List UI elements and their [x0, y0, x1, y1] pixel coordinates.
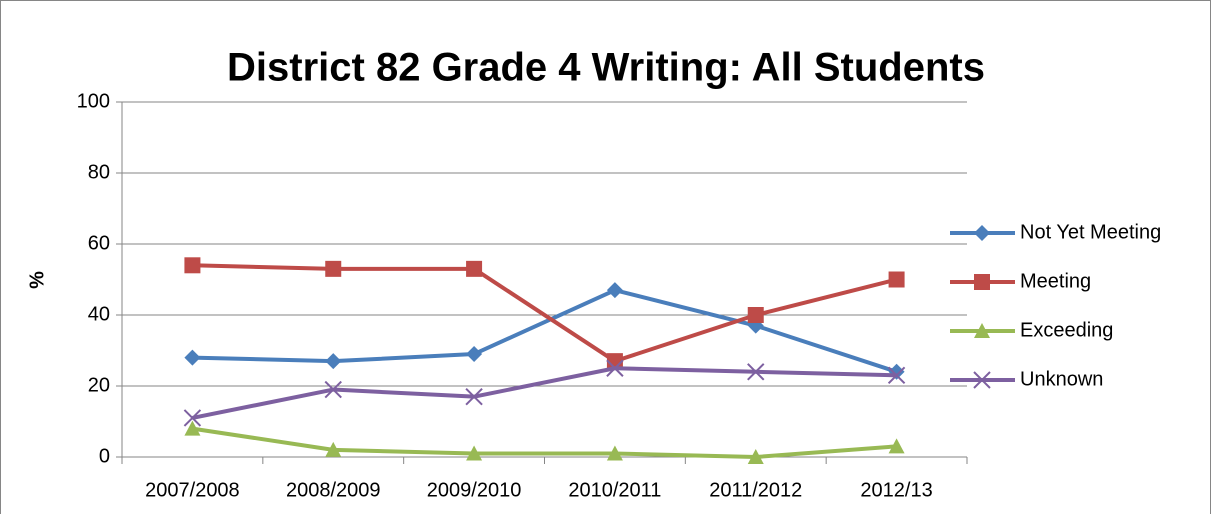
legend-marker — [974, 323, 990, 338]
marker — [466, 346, 483, 363]
legend-label: Not Yet Meeting — [1020, 221, 1161, 243]
marker — [184, 420, 201, 436]
legend-label: Exceeding — [1020, 319, 1113, 341]
series-line — [192, 366, 897, 420]
legend-label: Meeting — [1020, 270, 1091, 292]
x-tick-label: 2010/2011 — [568, 479, 661, 501]
x-tick-label: 2012/13 — [860, 479, 932, 501]
marker — [325, 441, 342, 457]
y-axis-label: % — [26, 271, 48, 289]
x-tick-label: 2009/2010 — [427, 479, 522, 501]
marker — [184, 349, 201, 366]
marker — [324, 380, 342, 399]
marker — [325, 260, 342, 277]
legend-marker — [974, 274, 990, 290]
y-tick-label: 60 — [88, 232, 110, 254]
marker — [747, 307, 764, 323]
y-tick-label: 100 — [77, 90, 110, 112]
legend-marker — [974, 225, 990, 241]
marker — [887, 366, 906, 385]
marker — [325, 353, 342, 370]
y-tick-label: 20 — [88, 374, 110, 396]
marker — [183, 409, 202, 427]
marker — [747, 363, 765, 381]
marker — [606, 282, 623, 299]
legend-label: Unknown — [1020, 368, 1103, 390]
marker — [606, 359, 624, 377]
chart-title: District 82 Grade 4 Writing: All Student… — [227, 46, 985, 90]
series-line — [192, 426, 897, 459]
y-tick-label: 40 — [88, 303, 110, 325]
x-tick-label: 2011/2012 — [709, 479, 802, 501]
series-line — [192, 288, 898, 374]
marker — [466, 445, 483, 461]
x-tick-label: 2007/2008 — [145, 479, 240, 501]
marker — [184, 257, 201, 274]
marker — [747, 449, 764, 464]
marker — [606, 445, 623, 461]
marker — [466, 260, 483, 277]
marker — [888, 438, 905, 454]
series-line — [192, 263, 898, 364]
marker — [888, 271, 905, 288]
y-tick-label: 80 — [88, 161, 110, 183]
marker — [465, 387, 483, 406]
x-tick-label: 2008/2009 — [286, 479, 381, 501]
y-tick-label: 0 — [99, 445, 110, 467]
legend-marker — [973, 371, 991, 389]
